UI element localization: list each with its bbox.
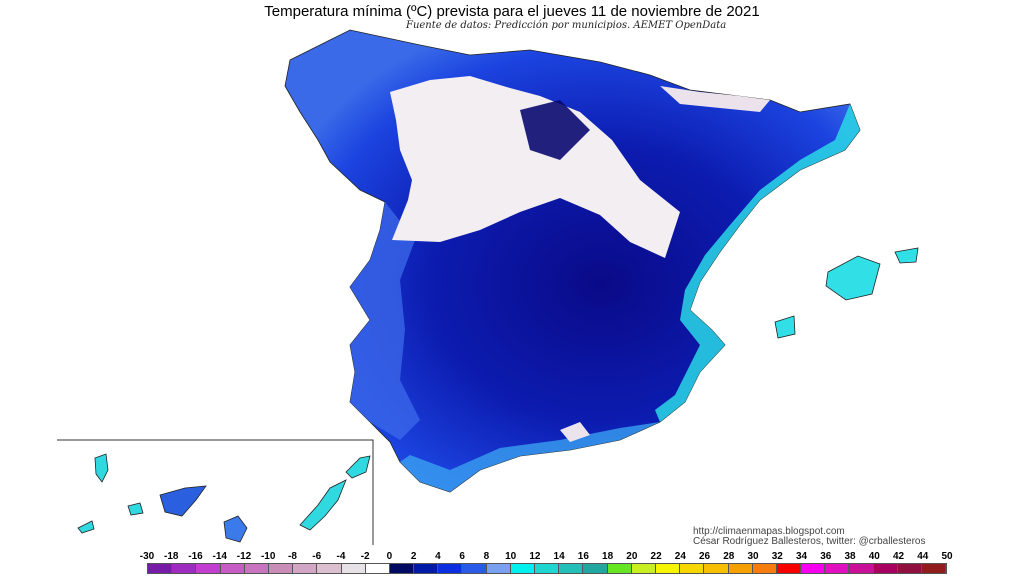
legend-swatch [389,564,415,573]
legend-swatch [438,564,463,573]
legend-swatch [244,564,269,573]
legend-swatch [414,564,439,573]
legend-swatch [365,564,390,573]
island-fuerteventura [299,479,347,531]
legend-label: 24 [674,551,686,562]
legend-label: -4 [336,551,346,562]
north-plateau-cold-area [390,76,680,258]
legend-swatch [607,564,632,573]
legend-swatch [317,564,342,573]
legend-swatch [801,564,826,573]
east-coast-warm-band [655,104,860,422]
legend-label: 10 [505,551,517,562]
balearic-islands [774,247,919,339]
island-mallorca [825,255,881,301]
legend-label: 12 [529,551,541,562]
west-band [350,202,420,440]
legend-swatch [680,564,705,573]
legend-label: -6 [312,551,322,562]
legend-swatch [341,564,366,573]
legend-label: 42 [892,551,905,562]
legend-label: -12 [236,551,252,562]
pyrenees-cold-area [660,86,770,112]
legend-label: 22 [650,551,662,562]
sierra-nevada-cold-area [560,422,590,442]
island-lanzarote [345,455,371,479]
legend-swatch [849,564,874,573]
north-plateau-navy-patch [520,100,590,160]
legend-swatch [922,564,947,573]
credits-url[interactable]: http://climaenmapas.blogspot.com [693,526,845,537]
canary-inset [57,439,374,545]
island-la-palma [94,453,109,483]
legend-label: 8 [483,551,490,562]
legend-swatch [172,564,197,573]
legend-swatch [268,564,294,573]
legend-swatch [776,564,802,573]
legend-swatch [655,564,681,573]
legend-label: 26 [699,551,711,562]
data-source: Fuente de datos: Predicción por municipi… [406,20,727,31]
legend-label: -8 [288,551,297,562]
legend-swatch [535,564,560,573]
legend-label: 6 [459,551,465,562]
legend-label: 20 [626,551,638,562]
legend-label: 16 [577,551,589,562]
legend-label: 32 [771,551,783,562]
legend-swatch [559,564,584,573]
legend-swatch [583,564,608,573]
island-gran-canaria [223,515,248,543]
legend-label: 18 [602,551,614,562]
legend-swatch [196,564,221,573]
legend-label: -14 [212,551,227,562]
legend-label: 50 [941,551,953,562]
legend-label: 44 [917,551,929,562]
legend-swatch [704,564,729,573]
legend-swatch [728,564,753,573]
south-coast-band [400,422,660,492]
legend-swatches [147,563,947,574]
legend-swatch [148,564,173,573]
legend-label: 28 [723,551,735,562]
credits: http://climaenmapas.blogspot.com César R… [693,527,925,547]
map-title: Temperatura mínima (ºC) prevista para el… [264,3,760,20]
legend-label: 0 [386,551,393,562]
legend-swatch [825,564,850,573]
legend-swatch [510,564,535,573]
legend-label: -16 [188,551,203,562]
legend-label: 38 [844,551,856,562]
island-la-gomera [127,502,144,516]
legend-label: 34 [795,551,808,562]
island-menorca [894,247,919,264]
credits-author: César Rodríguez Ballesteros, twitter: @c… [693,536,926,547]
legend-swatch [293,564,318,573]
legend-swatch [873,564,898,573]
legend-labels: -30 -18 -16 -14 -12 -10 -8 -6 -4 -2 0 2 4 6 8 10 12 14 16 1… [140,551,953,563]
color-legend: -30 -18 -16 -14 -12 -10 -8 -6 -4 -2 0 2 4 6 8 10 12 14 16 1… [140,551,953,575]
legend-label: 14 [553,551,565,562]
legend-swatch [752,564,777,573]
legend-swatch [462,564,487,573]
legend-label: -30 [139,551,155,562]
inset-frame [57,439,374,545]
legend-label: 30 [747,551,759,562]
legend-label: 40 [868,551,880,562]
legend-label: -2 [360,551,370,562]
legend-swatch [631,564,656,573]
legend-label: 4 [435,551,441,562]
legend-label: 2 [410,551,417,562]
island-el-hierro [77,520,95,534]
legend-label: 36 [820,551,832,562]
island-tenerife [159,485,207,517]
legend-label: -18 [164,551,179,562]
island-ibiza [774,315,796,339]
legend-swatch [486,564,511,573]
legend-swatch [220,564,245,573]
legend-label: -10 [260,551,276,562]
legend-swatch [897,564,922,573]
